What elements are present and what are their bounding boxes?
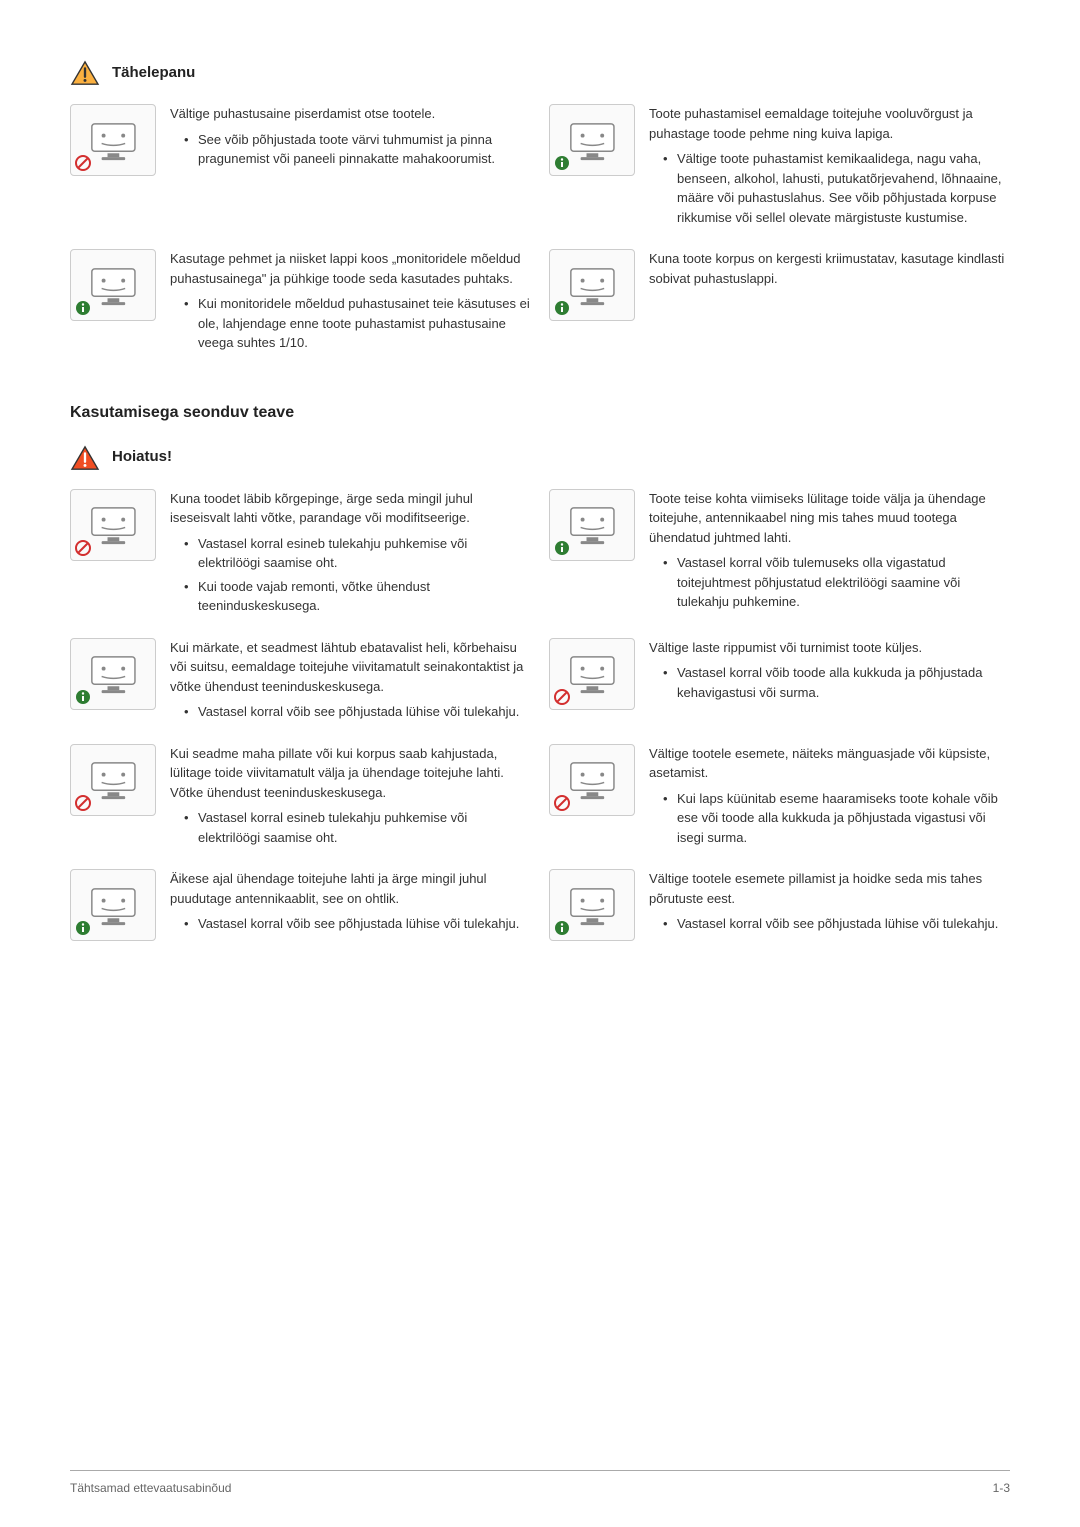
instruction-row: Kasutage pehmet ja niisket lappi koos „m… — [70, 249, 1010, 365]
instruction-bullet: Vastasel korral esineb tulekahju puhkemi… — [184, 808, 531, 847]
instruction-lead: Vältige tootele esemete, näiteks mänguas… — [649, 744, 1010, 783]
instruction-lead: Vältige tootele esemete pillamist ja hoi… — [649, 869, 1010, 908]
instruction-entry: Toote teise kohta viimiseks lülitage toi… — [549, 489, 1010, 616]
info-badge-icon — [75, 689, 91, 705]
instruction-bullet: Vastasel korral võib tulemuseks olla vig… — [663, 553, 1010, 612]
instruction-lead: Kuna toote korpus on kergesti kriimustat… — [649, 249, 1010, 288]
info-badge-icon — [554, 300, 570, 316]
instruction-row: Kui seadme maha pillate või kui korpus s… — [70, 744, 1010, 860]
instruction-illustration — [549, 869, 635, 941]
attention-icon — [70, 60, 100, 86]
prohibition-badge-icon — [75, 540, 91, 556]
instruction-bullet: Kui laps küünitab eseme haaramiseks toot… — [663, 789, 1010, 848]
instruction-lead: Toote teise kohta viimiseks lülitage toi… — [649, 489, 1010, 548]
instruction-body: Äikese ajal ühendage toitejuhe lahti ja … — [170, 869, 531, 941]
instruction-bullets: Vältige toote puhastamist kemikaalidega,… — [649, 149, 1010, 227]
instruction-bullets: Kui laps küünitab eseme haaramiseks toot… — [649, 789, 1010, 848]
instruction-lead: Äikese ajal ühendage toitejuhe lahti ja … — [170, 869, 531, 908]
info-badge-icon — [75, 300, 91, 316]
instruction-body: Vältige tootele esemete pillamist ja hoi… — [649, 869, 1010, 941]
instruction-bullet: Vastasel korral võib toode alla kukkuda … — [663, 663, 1010, 702]
instruction-row: Kui märkate, et seadmest lähtub ebataval… — [70, 638, 1010, 734]
instruction-illustration — [70, 638, 156, 710]
instruction-body: Kasutage pehmet ja niisket lappi koos „m… — [170, 249, 531, 357]
instruction-lead: Kuna toodet läbib kõrgepinge, ärge seda … — [170, 489, 531, 528]
instruction-lead: Vältige laste rippumist või turnimist to… — [649, 638, 1010, 658]
info-badge-icon — [75, 920, 91, 936]
instruction-entry: Vältige puhastusaine piserdamist otse to… — [70, 104, 531, 176]
warning-header: Hoiatus! — [70, 445, 1010, 471]
instruction-bullet: Kui monitoridele mõeldud puhastusainet t… — [184, 294, 531, 353]
instruction-illustration — [549, 489, 635, 561]
warning-title: Hoiatus! — [112, 446, 172, 469]
instruction-bullet: See võib põhjustada toote värvi tuhmumis… — [184, 130, 531, 169]
instruction-entry: Toote puhastamisel eemaldage toitejuhe v… — [549, 104, 1010, 231]
instruction-illustration — [549, 638, 635, 710]
instruction-body: Vältige puhastusaine piserdamist otse to… — [170, 104, 531, 176]
instruction-body: Kui seadme maha pillate või kui korpus s… — [170, 744, 531, 852]
usage-heading: Kasutamisega seonduv teave — [70, 401, 1010, 425]
instruction-bullets: Vastasel korral esineb tulekahju puhkemi… — [170, 808, 531, 847]
instruction-body: Toote puhastamisel eemaldage toitejuhe v… — [649, 104, 1010, 231]
instruction-bullet: Vastasel korral esineb tulekahju puhkemi… — [184, 534, 531, 573]
instruction-illustration — [549, 104, 635, 176]
instruction-bullets: Vastasel korral võib see põhjustada lühi… — [649, 914, 1010, 934]
instruction-bullet: Vältige toote puhastamist kemikaalidega,… — [663, 149, 1010, 227]
instruction-illustration — [70, 744, 156, 816]
instruction-entry: Kasutage pehmet ja niisket lappi koos „m… — [70, 249, 531, 357]
instruction-body: Kui märkate, et seadmest lähtub ebataval… — [170, 638, 531, 726]
instruction-illustration — [70, 249, 156, 321]
instruction-bullets: Kui monitoridele mõeldud puhastusainet t… — [170, 294, 531, 353]
instruction-illustration — [70, 869, 156, 941]
info-badge-icon — [554, 920, 570, 936]
instruction-entry: Kui märkate, et seadmest lähtub ebataval… — [70, 638, 531, 726]
attention-header: Tähelepanu — [70, 60, 1010, 86]
info-badge-icon — [554, 540, 570, 556]
instruction-illustration — [549, 249, 635, 321]
instruction-illustration — [70, 104, 156, 176]
attention-title: Tähelepanu — [112, 62, 195, 85]
warning-icon — [70, 445, 100, 471]
instruction-bullet: Vastasel korral võib see põhjustada lühi… — [184, 914, 531, 934]
instruction-entry: Vältige tootele esemete, näiteks mänguas… — [549, 744, 1010, 852]
instruction-bullets: Vastasel korral võib see põhjustada lühi… — [170, 914, 531, 934]
page-footer: Tähtsamad ettevaatusabinõud 1-3 — [70, 1470, 1010, 1497]
instruction-entry: Kuna toote korpus on kergesti kriimustat… — [549, 249, 1010, 321]
instruction-row: Äikese ajal ühendage toitejuhe lahti ja … — [70, 869, 1010, 949]
instruction-illustration — [549, 744, 635, 816]
instruction-bullet: Kui toode vajab remonti, võtke ühendust … — [184, 577, 531, 616]
instruction-bullets: Vastasel korral võib tulemuseks olla vig… — [649, 553, 1010, 612]
instruction-row: Kuna toodet läbib kõrgepinge, ärge seda … — [70, 489, 1010, 628]
info-badge-icon — [554, 155, 570, 171]
instruction-lead: Kasutage pehmet ja niisket lappi koos „m… — [170, 249, 531, 288]
instruction-body: Kuna toote korpus on kergesti kriimustat… — [649, 249, 1010, 321]
instruction-entry: Kuna toodet läbib kõrgepinge, ärge seda … — [70, 489, 531, 620]
prohibition-badge-icon — [75, 795, 91, 811]
instruction-entry: Vältige laste rippumist või turnimist to… — [549, 638, 1010, 710]
instruction-lead: Toote puhastamisel eemaldage toitejuhe v… — [649, 104, 1010, 143]
instruction-lead: Kui seadme maha pillate või kui korpus s… — [170, 744, 531, 803]
instruction-row: Vältige puhastusaine piserdamist otse to… — [70, 104, 1010, 239]
instruction-body: Toote teise kohta viimiseks lülitage toi… — [649, 489, 1010, 616]
instruction-bullet: Vastasel korral võib see põhjustada lühi… — [184, 702, 531, 722]
instruction-bullet: Vastasel korral võib see põhjustada lühi… — [663, 914, 1010, 934]
instruction-bullets: Vastasel korral võib see põhjustada lühi… — [170, 702, 531, 722]
prohibition-badge-icon — [554, 795, 570, 811]
footer-right: 1-3 — [993, 1479, 1010, 1497]
instruction-entry: Äikese ajal ühendage toitejuhe lahti ja … — [70, 869, 531, 941]
instruction-bullets: See võib põhjustada toote värvi tuhmumis… — [170, 130, 531, 169]
prohibition-badge-icon — [75, 155, 91, 171]
instruction-bullets: Vastasel korral esineb tulekahju puhkemi… — [170, 534, 531, 616]
instruction-lead: Kui märkate, et seadmest lähtub ebataval… — [170, 638, 531, 697]
instruction-entry: Vältige tootele esemete pillamist ja hoi… — [549, 869, 1010, 941]
instruction-body: Vältige laste rippumist või turnimist to… — [649, 638, 1010, 710]
instruction-body: Vältige tootele esemete, näiteks mänguas… — [649, 744, 1010, 852]
prohibition-badge-icon — [554, 689, 570, 705]
instruction-body: Kuna toodet läbib kõrgepinge, ärge seda … — [170, 489, 531, 620]
instruction-entry: Kui seadme maha pillate või kui korpus s… — [70, 744, 531, 852]
instruction-bullets: Vastasel korral võib toode alla kukkuda … — [649, 663, 1010, 702]
instruction-lead: Vältige puhastusaine piserdamist otse to… — [170, 104, 531, 124]
instruction-illustration — [70, 489, 156, 561]
footer-left: Tähtsamad ettevaatusabinõud — [70, 1479, 231, 1497]
